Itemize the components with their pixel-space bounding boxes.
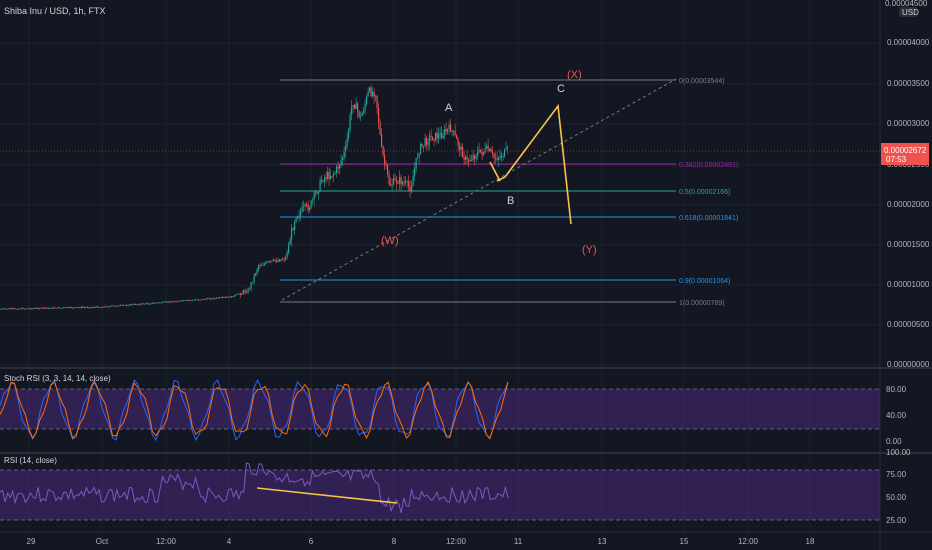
fib-retracement[interactable]: 0(0.00003544) 0.382(0.00002491) 0.5(0.0000…	[280, 78, 738, 307]
current-price-value: 0.00002672	[884, 146, 927, 155]
stoch-rsi-axis-40: 40.00	[886, 411, 907, 420]
currency-badge[interactable]	[899, 7, 917, 17]
chart-title: Shiba Inu / USD, 1h, FTX	[4, 6, 106, 16]
elliott-wave-leg[interactable]	[489, 161, 501, 182]
stoch-rsi-band	[0, 389, 880, 429]
currency-badge-label: USD	[902, 8, 919, 17]
rsi-line	[0, 462, 509, 514]
time-axis-label: 8	[392, 537, 397, 546]
price-axis[interactable]: 0.000040000.000035000.000030000.00002500…	[887, 38, 930, 369]
stoch-rsi-k-line	[0, 378, 509, 442]
time-axis-label: 12:00	[738, 537, 759, 546]
price-axis-label: 0.00004000	[887, 38, 930, 47]
fib-level-label: 0.5(0.00002166)	[679, 189, 730, 196]
wave-label-y: (Y)	[582, 244, 597, 256]
price-axis-label: 0.00003000	[887, 119, 930, 128]
fib-level-label: 1(0.00000789)	[679, 300, 725, 307]
time-axis[interactable]: 29 Oct 12:00 4 6 8 12:00 11 13 15 12:00 18	[27, 537, 815, 546]
price-axis-label: 0.00002000	[887, 200, 930, 209]
wave-label-c: C	[557, 83, 565, 95]
stoch-rsi-title[interactable]: Stoch RSI (3, 3, 14, 14, close)	[4, 374, 111, 383]
candle-countdown: 07:53	[886, 155, 907, 164]
price-axis-top-label: 0.00004500	[885, 0, 928, 8]
time-axis-label: Oct	[96, 537, 109, 546]
grid-lines	[0, 0, 880, 532]
rsi-divergence-line[interactable]	[256, 487, 398, 504]
price-axis-label: 0.00001500	[887, 240, 930, 249]
current-price-badge	[881, 143, 929, 165]
wave-label-x: (X)	[567, 69, 582, 81]
stoch-rsi-axis-80: 80.00	[886, 385, 907, 394]
rsi-axis-25: 25.00	[886, 516, 907, 525]
time-axis-label: 12:00	[446, 537, 467, 546]
stoch-rsi-axis-0: 0.00	[886, 437, 902, 446]
rsi-title[interactable]: RSI (14, close)	[4, 456, 57, 465]
stoch-rsi-d-line	[0, 380, 509, 440]
time-axis-label: 29	[27, 537, 36, 546]
candlestick-series	[0, 84, 509, 310]
time-axis-label: 4	[227, 537, 232, 546]
time-axis-label: 12:00	[156, 537, 177, 546]
trend-line[interactable]	[281, 78, 677, 301]
wave-label-w: (W)	[381, 235, 399, 247]
time-axis-label: 6	[309, 537, 314, 546]
fib-level-label: 0.382(0.00002491)	[679, 162, 738, 169]
fib-level-label: 0.9(0.00001064)	[679, 278, 730, 285]
time-axis-label: 18	[806, 537, 815, 546]
time-axis-label: 15	[680, 537, 689, 546]
rsi-axis-50: 50.00	[886, 493, 907, 502]
price-axis-label: 0.00003500	[887, 79, 930, 88]
price-axis-label: 0.00001000	[887, 280, 930, 289]
price-axis-label: 0.00000000	[887, 360, 930, 369]
price-axis-label: 0.00000500	[887, 320, 930, 329]
rsi-axis-100: 100.00	[886, 448, 911, 457]
time-axis-label: 11	[514, 537, 523, 546]
fib-level-label: 0(0.00003544)	[679, 78, 725, 85]
rsi-axis-75: 75.00	[886, 470, 907, 479]
fib-level-label: 0.618(0.00001841)	[679, 215, 738, 222]
time-axis-label: 13	[598, 537, 607, 546]
wave-label-b: B	[507, 195, 514, 207]
rsi-band	[0, 470, 880, 520]
elliott-wave-projection[interactable]	[496, 103, 572, 225]
wave-label-a: A	[445, 102, 453, 114]
